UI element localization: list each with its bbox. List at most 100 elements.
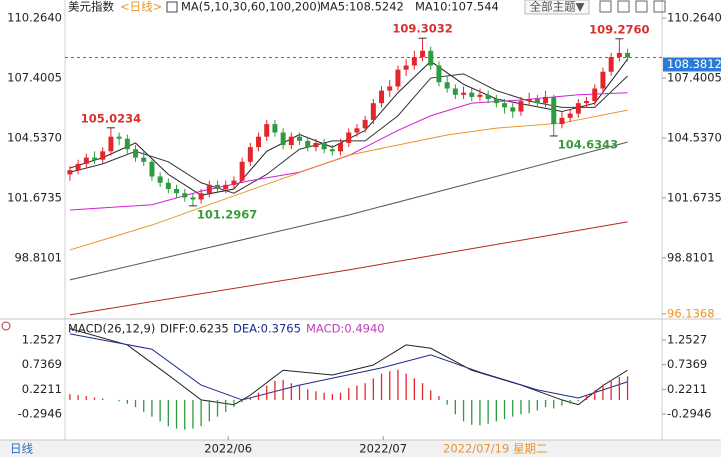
candle-body — [592, 88, 598, 102]
candle-body — [280, 132, 286, 146]
candle-body — [75, 163, 81, 171]
toolbar-icon[interactable] — [653, 0, 666, 13]
candle-body — [231, 180, 237, 185]
candle-body — [600, 71, 606, 89]
candle-body — [575, 103, 581, 114]
y-tick-label: 98.8101 — [14, 250, 62, 264]
macd-legend-value: MACD:0.4940 — [306, 322, 385, 336]
y-tick-label: 0.2211 — [667, 382, 707, 396]
candle-body — [133, 149, 139, 158]
indicator-line — [69, 141, 628, 281]
candle-body — [157, 176, 163, 183]
candle-body — [567, 113, 573, 118]
macd-legend-value: DEA:0.3765 — [233, 322, 301, 336]
candle-body — [502, 103, 508, 108]
candle-body — [321, 142, 327, 150]
toolbar-icon[interactable] — [599, 0, 612, 13]
candle-body — [616, 52, 622, 58]
ma-legend-value: MA10:107.544 — [415, 0, 499, 14]
candle-body — [247, 147, 253, 162]
y-tick-label: 0.2211 — [22, 382, 62, 396]
candle-body — [329, 149, 335, 152]
indicator-line — [69, 221, 628, 316]
candle-body — [452, 88, 458, 95]
bottom-bar — [0, 440, 721, 457]
y-tick-label: 101.6735 — [7, 190, 62, 204]
y-tick-label: 107.4005 — [667, 71, 721, 85]
candle-body — [354, 128, 360, 133]
candle-body — [305, 140, 311, 148]
macd-legend-value: DIFF:0.6235 — [160, 322, 229, 336]
indicator-line — [69, 109, 628, 251]
indicator-icon[interactable] — [166, 1, 178, 13]
candle-body — [379, 90, 385, 104]
y-tick-label: 0.7369 — [22, 357, 62, 371]
candle-body — [493, 98, 499, 104]
candle-body — [559, 117, 565, 125]
period-tab[interactable]: 日线 — [10, 442, 33, 456]
candle-body — [584, 101, 590, 104]
candle-body — [272, 124, 278, 133]
candle-body — [608, 57, 614, 72]
extreme-label: 105.0234 — [81, 111, 141, 125]
y-tick-label: -0.2946 — [18, 406, 62, 420]
candle-body — [190, 197, 196, 200]
theme-button-label[interactable]: 全部主题▼ — [530, 0, 585, 14]
candle-body — [370, 103, 376, 120]
candle-body — [510, 107, 516, 112]
candle-body — [124, 138, 130, 150]
candle-body — [625, 52, 631, 58]
extreme-label: 101.2967 — [197, 207, 257, 221]
candle-body — [543, 96, 549, 104]
y-tick-label: 1.2527 — [22, 332, 62, 346]
candle-body — [411, 57, 417, 66]
extreme-label: 109.3032 — [392, 22, 452, 36]
period-label[interactable]: <日线> — [120, 0, 162, 14]
ma-legend-title: MA(5,10,30,60,100,200) — [181, 0, 321, 14]
candle-body — [362, 119, 368, 129]
candle-body — [174, 189, 180, 194]
candle-body — [297, 136, 303, 141]
toolbar-icon[interactable] — [617, 0, 630, 13]
current-price-box — [663, 57, 721, 72]
candle-body — [428, 50, 434, 66]
toolbar-icon[interactable] — [635, 0, 648, 13]
candle-body — [149, 161, 155, 177]
indicator-line — [69, 328, 628, 406]
y-tick-label: 110.2640 — [7, 11, 62, 25]
settings-icon[interactable] — [1, 321, 11, 331]
x-tick-label: 2022/06 — [204, 442, 252, 456]
candle-body — [387, 86, 393, 91]
indicator-line — [69, 333, 628, 401]
candle-body — [239, 161, 245, 181]
candle-body — [108, 136, 114, 152]
candle-body — [436, 65, 442, 83]
candle-body — [534, 98, 540, 104]
y-tick-label: 110.2640 — [667, 11, 721, 25]
candle-body — [67, 170, 73, 175]
candle-body — [551, 96, 557, 125]
candle-body — [116, 136, 122, 139]
candle-body — [92, 157, 98, 160]
candle-body — [526, 98, 532, 102]
y-tick-label: -0.2946 — [667, 406, 711, 420]
y-tick-label: 104.5370 — [667, 130, 721, 144]
current-price-label: 108.3812 — [667, 57, 721, 71]
candle-body — [395, 69, 401, 87]
candle-body — [346, 132, 352, 143]
extreme-label: 109.2760 — [589, 22, 649, 36]
candle-body — [182, 193, 188, 198]
candle-body — [477, 94, 483, 97]
candle-body — [403, 65, 409, 70]
candle-body — [518, 101, 524, 112]
ma-legend-value: MA5:108.5242 — [320, 0, 404, 14]
candle-body — [100, 151, 106, 160]
candle-body — [313, 142, 319, 148]
y-tick-label: 0.7369 — [667, 357, 707, 371]
candle-body — [223, 184, 229, 190]
symbol-name: 美元指数 — [68, 0, 114, 14]
candle-body — [83, 157, 89, 164]
candle-body — [215, 184, 221, 190]
theme-button[interactable] — [524, 0, 590, 15]
